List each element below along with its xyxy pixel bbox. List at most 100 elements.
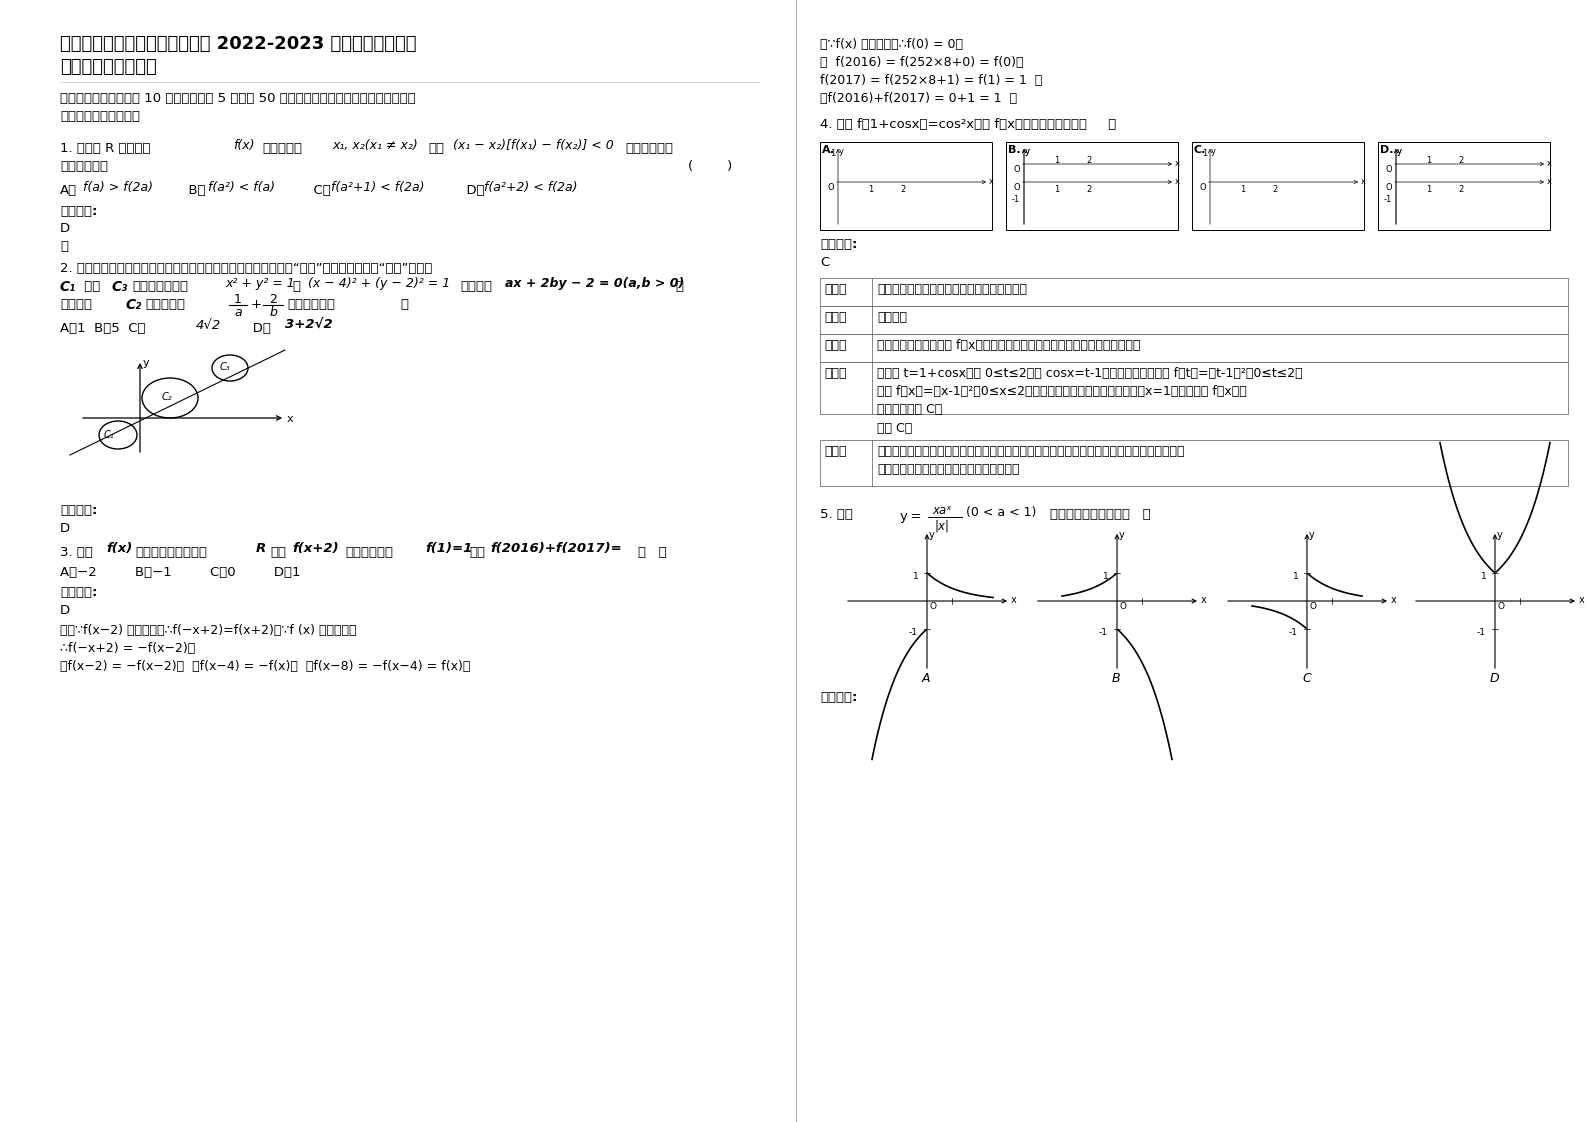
Text: y: y — [1309, 530, 1314, 540]
Text: 2: 2 — [1458, 185, 1463, 194]
Text: 1: 1 — [1239, 185, 1246, 194]
Text: x: x — [287, 414, 294, 424]
Text: A: A — [922, 672, 930, 686]
Text: y: y — [143, 358, 149, 368]
Text: O: O — [1497, 603, 1504, 611]
Text: 和圆: 和圆 — [79, 280, 100, 293]
Text: ，则: ，则 — [470, 546, 486, 559]
Text: (x − 4)² + (y − 2)² = 1: (x − 4)² + (y − 2)² = 1 — [308, 277, 451, 289]
Text: y: y — [1211, 147, 1216, 156]
Text: B.: B. — [1008, 145, 1020, 155]
Text: 3. 函数: 3. 函数 — [60, 546, 94, 559]
Text: ∴f(−x+2) = −f(x−2)，: ∴f(−x+2) = −f(x−2)， — [60, 642, 195, 655]
Text: x: x — [1579, 595, 1585, 605]
Text: B: B — [1112, 672, 1120, 686]
Text: x: x — [1201, 595, 1206, 605]
Text: +: + — [251, 298, 262, 311]
Bar — [820, 306, 1568, 334]
Bar — [1378, 142, 1550, 230]
Text: 由题∵f(x−2) 为偶函数，∴f(−x+2)=f(x+2)，∵f (x) 是奇函数，: 由题∵f(x−2) 为偶函数，∴f(−x+2)=f(x+2)，∵f (x) 是奇… — [60, 624, 357, 637]
Text: -1: -1 — [1477, 628, 1485, 637]
Text: 参考答案:: 参考答案: — [60, 205, 97, 218]
Text: 故选 C。: 故选 C。 — [878, 422, 913, 435]
Text: y =: y = — [900, 511, 922, 523]
Text: 2: 2 — [270, 293, 278, 306]
Text: x: x — [1174, 177, 1181, 186]
Text: 1. 定义在 R 上的函数: 1. 定义在 R 上的函数 — [60, 142, 151, 155]
Text: 分析：: 分析： — [824, 339, 846, 352]
Text: （   ）: （ ） — [638, 546, 667, 559]
Text: 标准函数，要注意换元前后，变量的变化。: 标准函数，要注意换元前后，变量的变化。 — [878, 463, 1019, 476]
Text: D: D — [60, 604, 70, 617]
Text: 始: 始 — [674, 280, 682, 293]
Text: y: y — [1025, 147, 1030, 156]
Text: x: x — [989, 177, 993, 186]
Text: 终平分圆: 终平分圆 — [60, 298, 92, 311]
Text: 一、选择题：本大题共 10 小题，每小题 5 分，共 50 分。在每小题给出的四个选项中，只有: 一、选择题：本大题共 10 小题，每小题 5 分，共 50 分。在每小题给出的四… — [60, 92, 416, 105]
Text: D: D — [60, 522, 70, 535]
Text: f(x): f(x) — [233, 139, 254, 151]
Text: 4√2: 4√2 — [197, 319, 221, 332]
Text: 先通过换元法求出函数 f（x）的解析式，然后根据解析确定对应的函数图象。: 先通过换元法求出函数 f（x）的解析式，然后根据解析确定对应的函数图象。 — [878, 339, 1141, 352]
Text: f(2016)+f(2017)=: f(2016)+f(2017)= — [490, 542, 622, 555]
Bar — [820, 362, 1568, 414]
Text: f(2017) = f(252×8+1) = f(1) = 1  ，: f(2017) = f(252×8+1) = f(1) = 1 ， — [820, 74, 1043, 88]
Text: 本题考查复合函数的解析式求法，复合函数的解析式，通常是利用换元法，将复合函数换元成: 本题考查复合函数的解析式求法，复合函数的解析式，通常是利用换元法，将复合函数换元… — [878, 445, 1184, 458]
Text: 广西壮族自治区河池市职业中学 2022-2023 学年高一数学文上: 广西壮族自治区河池市职业中学 2022-2023 学年高一数学文上 — [60, 35, 416, 53]
Text: 2: 2 — [1458, 156, 1463, 165]
Text: O: O — [1309, 603, 1316, 611]
Text: O: O — [1200, 183, 1206, 192]
Text: D: D — [1490, 672, 1500, 686]
Text: C₃: C₃ — [221, 362, 230, 373]
Text: f(x+2): f(x+2) — [292, 542, 338, 555]
Text: O: O — [1014, 183, 1020, 192]
Text: f(a) > f(2a): f(a) > f(2a) — [83, 181, 152, 194]
Text: 所以 f（x）=（x-1）²，0≤x≤2，为开口向上的抛物线，且对称轴为x=1，所以函数 f（x）的: 所以 f（x）=（x-1）²，0≤x≤2，为开口向上的抛物线，且对称轴为x=1，… — [878, 385, 1247, 398]
Text: C₁: C₁ — [60, 280, 76, 294]
Text: x: x — [1547, 159, 1552, 168]
Text: y: y — [1025, 147, 1030, 156]
Text: 考点：: 考点： — [824, 283, 846, 296]
Text: C: C — [820, 256, 830, 269]
Text: C: C — [1301, 672, 1311, 686]
Text: 参考答案:: 参考答案: — [60, 586, 97, 599]
Text: b: b — [270, 306, 278, 319]
Bar — [820, 278, 1568, 306]
Text: 探究型。: 探究型。 — [878, 311, 908, 324]
Text: 1: 1 — [1293, 572, 1298, 581]
Text: 1: 1 — [1427, 156, 1431, 165]
Text: 式恒成立的是: 式恒成立的是 — [60, 160, 108, 173]
Text: 的周长，则: 的周长，则 — [144, 298, 186, 311]
Text: -1: -1 — [909, 628, 917, 637]
Text: O: O — [828, 183, 835, 192]
Text: 函数解析式的求解及常用方法；函数的图象。: 函数解析式的求解及常用方法；函数的图象。 — [878, 283, 1027, 296]
Text: C₂: C₂ — [125, 298, 141, 312]
Text: ，若直线: ，若直线 — [460, 280, 492, 293]
Text: 的方程分别为：: 的方程分别为： — [132, 280, 187, 293]
Text: x: x — [1547, 177, 1552, 186]
Text: A.: A. — [822, 145, 835, 155]
Text: y: y — [1397, 147, 1401, 156]
Text: |x|: |x| — [935, 519, 951, 532]
Text: (0 < a < 1): (0 < a < 1) — [966, 506, 1036, 519]
Text: 和: 和 — [292, 280, 300, 293]
Bar — [1192, 142, 1363, 230]
Text: x: x — [1362, 177, 1366, 186]
Text: 5. 函数: 5. 函数 — [820, 508, 852, 521]
Text: x² + y² = 1: x² + y² = 1 — [225, 277, 295, 289]
Text: C₁: C₁ — [105, 430, 114, 440]
Bar — [820, 440, 1568, 486]
Text: 的最小值为（: 的最小值为（ — [287, 298, 335, 311]
Text: f(x): f(x) — [106, 542, 132, 555]
Bar — [820, 334, 1568, 362]
Text: ，若: ，若 — [270, 546, 286, 559]
Text: 1: 1 — [1054, 156, 1059, 165]
Text: f(a²+1) < f(2a): f(a²+1) < f(2a) — [332, 181, 424, 194]
Text: 解：设 t=1+cosx，则 0≤t≤2，则 cosx=t-1，所以原函数等价为 f（t）=（t-1）²，0≤t≤2，: 解：设 t=1+cosx，则 0≤t≤2，则 cosx=t-1，所以原函数等价为… — [878, 367, 1303, 380]
Text: 解答：: 解答： — [824, 367, 846, 380]
Text: 1: 1 — [1481, 572, 1487, 581]
Text: (x₁ − x₂)[f(x₁) − f(x₂)] < 0: (x₁ − x₂)[f(x₁) − f(x₂)] < 0 — [452, 139, 614, 151]
Text: a: a — [235, 306, 241, 319]
Text: ）: ） — [400, 298, 408, 311]
Text: C₂: C₂ — [162, 392, 173, 402]
